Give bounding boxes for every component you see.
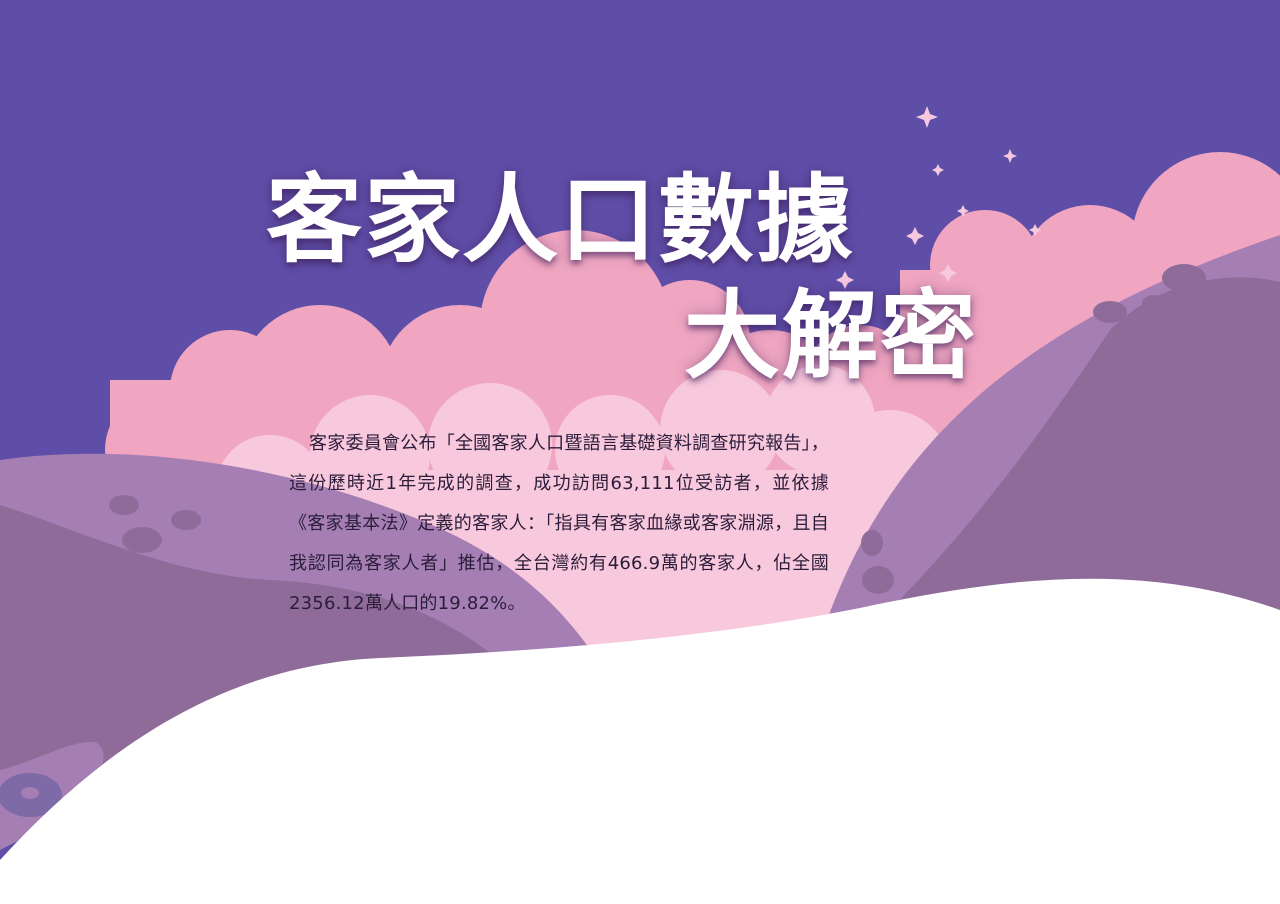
sparkle-icon [957,205,969,217]
page-title-line-1: 客家人口數據 [266,164,854,276]
corner-blob [0,741,104,850]
sparkle-icon [916,106,938,128]
sparkle-icon [836,271,854,289]
right-hill [820,235,1280,640]
sparkle-icon [932,164,944,176]
sparkle-icon [906,227,924,245]
sparkle-icon [939,264,957,282]
intro-paragraph: 客家委員會公布「全國客家人口暨語言基礎資料調查研究報告」，這份歷時近1年完成的調… [289,433,829,614]
sparkle-icon [1029,224,1041,236]
white-wave [0,578,1280,904]
sparkle-stars [836,106,1041,289]
sparkle-icon [1003,149,1017,163]
page-title-line-2: 大解密 [684,280,978,392]
